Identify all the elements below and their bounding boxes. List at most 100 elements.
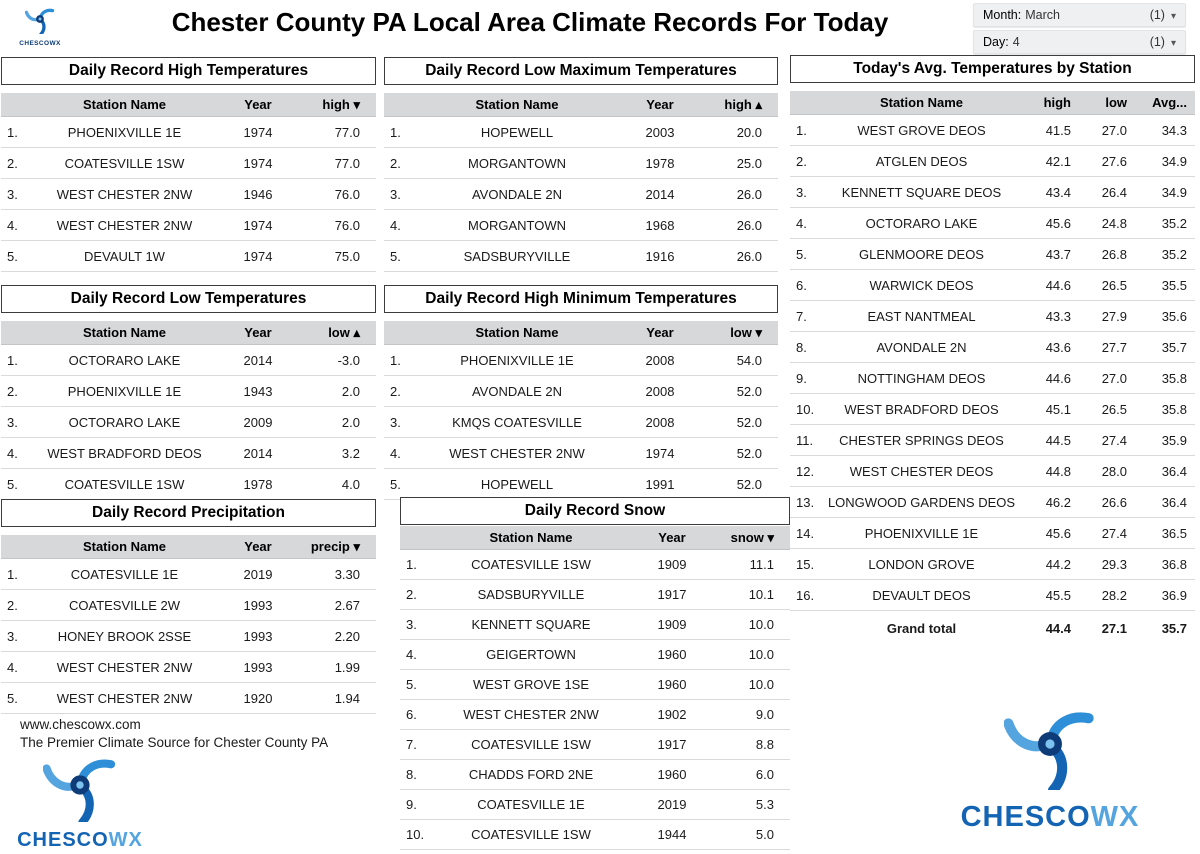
cell: 9.0 (755, 707, 774, 722)
cell: 35.9 (1161, 432, 1187, 448)
brand-secondary: WX (1090, 801, 1140, 833)
column-header[interactable]: Avg... (1152, 95, 1187, 110)
cell: DEVAULT 1W (84, 248, 165, 264)
record-low-temps-card: Daily Record Low Temperatures Station Na… (1, 285, 376, 500)
column-header[interactable]: high ▾ (322, 96, 360, 112)
cell: 24.8 (1101, 215, 1127, 231)
month-filter[interactable]: Month: March (1) ▾ (973, 3, 1186, 27)
table-row: 1. HOPEWELL 2003 20.0 (384, 117, 778, 148)
row-number: 7. (406, 737, 417, 752)
grand-total-label: Grand total (886, 620, 957, 636)
row-number: 3. (390, 186, 401, 202)
cell: 28.0 (1101, 463, 1127, 479)
cell: 1974 (243, 217, 273, 233)
row-number: 5. (7, 476, 18, 492)
column-header[interactable]: snow ▾ (730, 529, 774, 545)
table-row: 4. WEST CHESTER 2NW 1974 76.0 (1, 210, 376, 241)
row-number: 5. (390, 476, 401, 492)
table-row: 5. HOPEWELL 1991 52.0 (384, 469, 778, 500)
cell: 1960 (657, 767, 687, 782)
row-number: 1. (390, 352, 401, 368)
cell: 2.0 (341, 383, 360, 399)
cell: ATGLEN DEOS (875, 153, 968, 169)
cell: 2008 (645, 414, 675, 430)
cell: AVONDALE 2N (876, 339, 967, 355)
cell: 25.0 (736, 155, 762, 171)
column-header[interactable]: low ▾ (730, 324, 762, 340)
cell: KENNETT SQUARE (471, 617, 591, 632)
record-high-min-card: Daily Record High Minimum Temperatures S… (384, 285, 778, 500)
column-header[interactable]: high ▴ (724, 96, 762, 112)
cell: COATESVILLE 1SW (64, 155, 185, 171)
filter-label: Day: (983, 35, 1009, 49)
column-header[interactable]: Year (244, 539, 272, 554)
column-header[interactable]: Year (244, 325, 272, 340)
cell: 27.4 (1101, 525, 1127, 541)
cell: 54.0 (736, 352, 762, 368)
cell: GLENMOORE DEOS (859, 246, 984, 262)
table-row: 3. OCTORARO LAKE 2009 2.0 (1, 407, 376, 438)
row-number: 5. (796, 246, 807, 262)
cell: CHESTER SPRINGS DEOS (839, 432, 1004, 448)
cell: SADSBURYVILLE (477, 587, 585, 602)
cell: 3.2 (341, 445, 360, 461)
row-number: 3. (7, 186, 18, 202)
cell: 1993 (243, 628, 273, 644)
cell: 1974 (645, 445, 675, 461)
cell: 2.0 (341, 414, 360, 430)
cell: 2008 (645, 383, 675, 399)
column-header[interactable]: Station Name (475, 325, 559, 340)
row-number: 1. (7, 124, 18, 140)
footer-url: www.chescowx.com (20, 717, 141, 732)
row-number: 9. (796, 370, 807, 386)
day-filter[interactable]: Day: 4 (1) ▾ (973, 30, 1186, 54)
row-number: 12. (796, 463, 815, 479)
cell: 34.3 (1161, 122, 1187, 138)
column-header[interactable]: Station Name (82, 325, 167, 340)
chevron-down-icon[interactable]: ▾ (1170, 38, 1176, 49)
cell: 35.2 (1161, 215, 1187, 231)
cell: 26.0 (736, 248, 762, 264)
cell: 1909 (657, 557, 687, 572)
cell: 10.0 (748, 647, 774, 662)
table-row: 14. PHOENIXVILLE 1E 45.6 27.4 36.5 (790, 518, 1195, 549)
column-header[interactable]: low ▴ (328, 324, 360, 340)
row-number: 1. (7, 352, 18, 368)
cell: 45.6 (1045, 215, 1071, 231)
cell: 1991 (645, 476, 675, 492)
cell: 1974 (243, 124, 273, 140)
row-number: 4. (7, 217, 18, 233)
column-header[interactable]: Year (658, 530, 686, 545)
record-high-temps-table: Station Name Year high ▾ 1. PHOENIXVILLE 1E 1… (1, 93, 376, 272)
row-number: 2. (390, 383, 401, 399)
todays-avg-table: Station Name high low Avg... 1. WEST GROVE DE… (790, 91, 1195, 645)
cell: 75.0 (334, 248, 360, 264)
column-header[interactable]: Station Name (82, 97, 167, 112)
table-row: 3. HONEY BROOK 2SSE 1993 2.20 (1, 621, 376, 652)
table-row: 4. WEST CHESTER 2NW 1993 1.99 (1, 652, 376, 683)
cell: COATESVILLE 1E (477, 797, 585, 812)
brand-primary: CHESCO (17, 829, 109, 851)
column-header[interactable]: Station Name (475, 97, 559, 112)
column-header[interactable]: Year (244, 97, 272, 112)
column-header[interactable]: Station Name (879, 95, 964, 110)
cell: WARWICK DEOS (869, 277, 974, 293)
chevron-down-icon[interactable]: ▾ (1170, 11, 1176, 22)
table-row: 2. AVONDALE 2N 2008 52.0 (384, 376, 778, 407)
column-header[interactable]: low (1105, 95, 1127, 110)
chescowx-logo-right: CHESCOWX (940, 698, 1160, 834)
table-row: 3. KENNETT SQUARE DEOS 43.4 26.4 34.9 (790, 177, 1195, 208)
table-row: 3. KMQS COATESVILLE 2008 52.0 (384, 407, 778, 438)
cell: COATESVILLE 1SW (64, 476, 185, 492)
cell: 2.20 (334, 628, 360, 644)
column-header[interactable]: Year (646, 325, 674, 340)
table-title: Daily Record Snow (400, 497, 790, 525)
column-header[interactable]: Station Name (489, 530, 573, 545)
cell: 52.0 (736, 476, 762, 492)
column-header[interactable]: precip ▾ (310, 538, 360, 554)
column-header[interactable]: high (1043, 95, 1071, 110)
column-header[interactable]: Station Name (82, 539, 167, 554)
table-row: 11. CHESTER SPRINGS DEOS 44.5 27.4 35.9 (790, 425, 1195, 456)
cell: 1993 (243, 597, 273, 613)
column-header[interactable]: Year (646, 97, 674, 112)
